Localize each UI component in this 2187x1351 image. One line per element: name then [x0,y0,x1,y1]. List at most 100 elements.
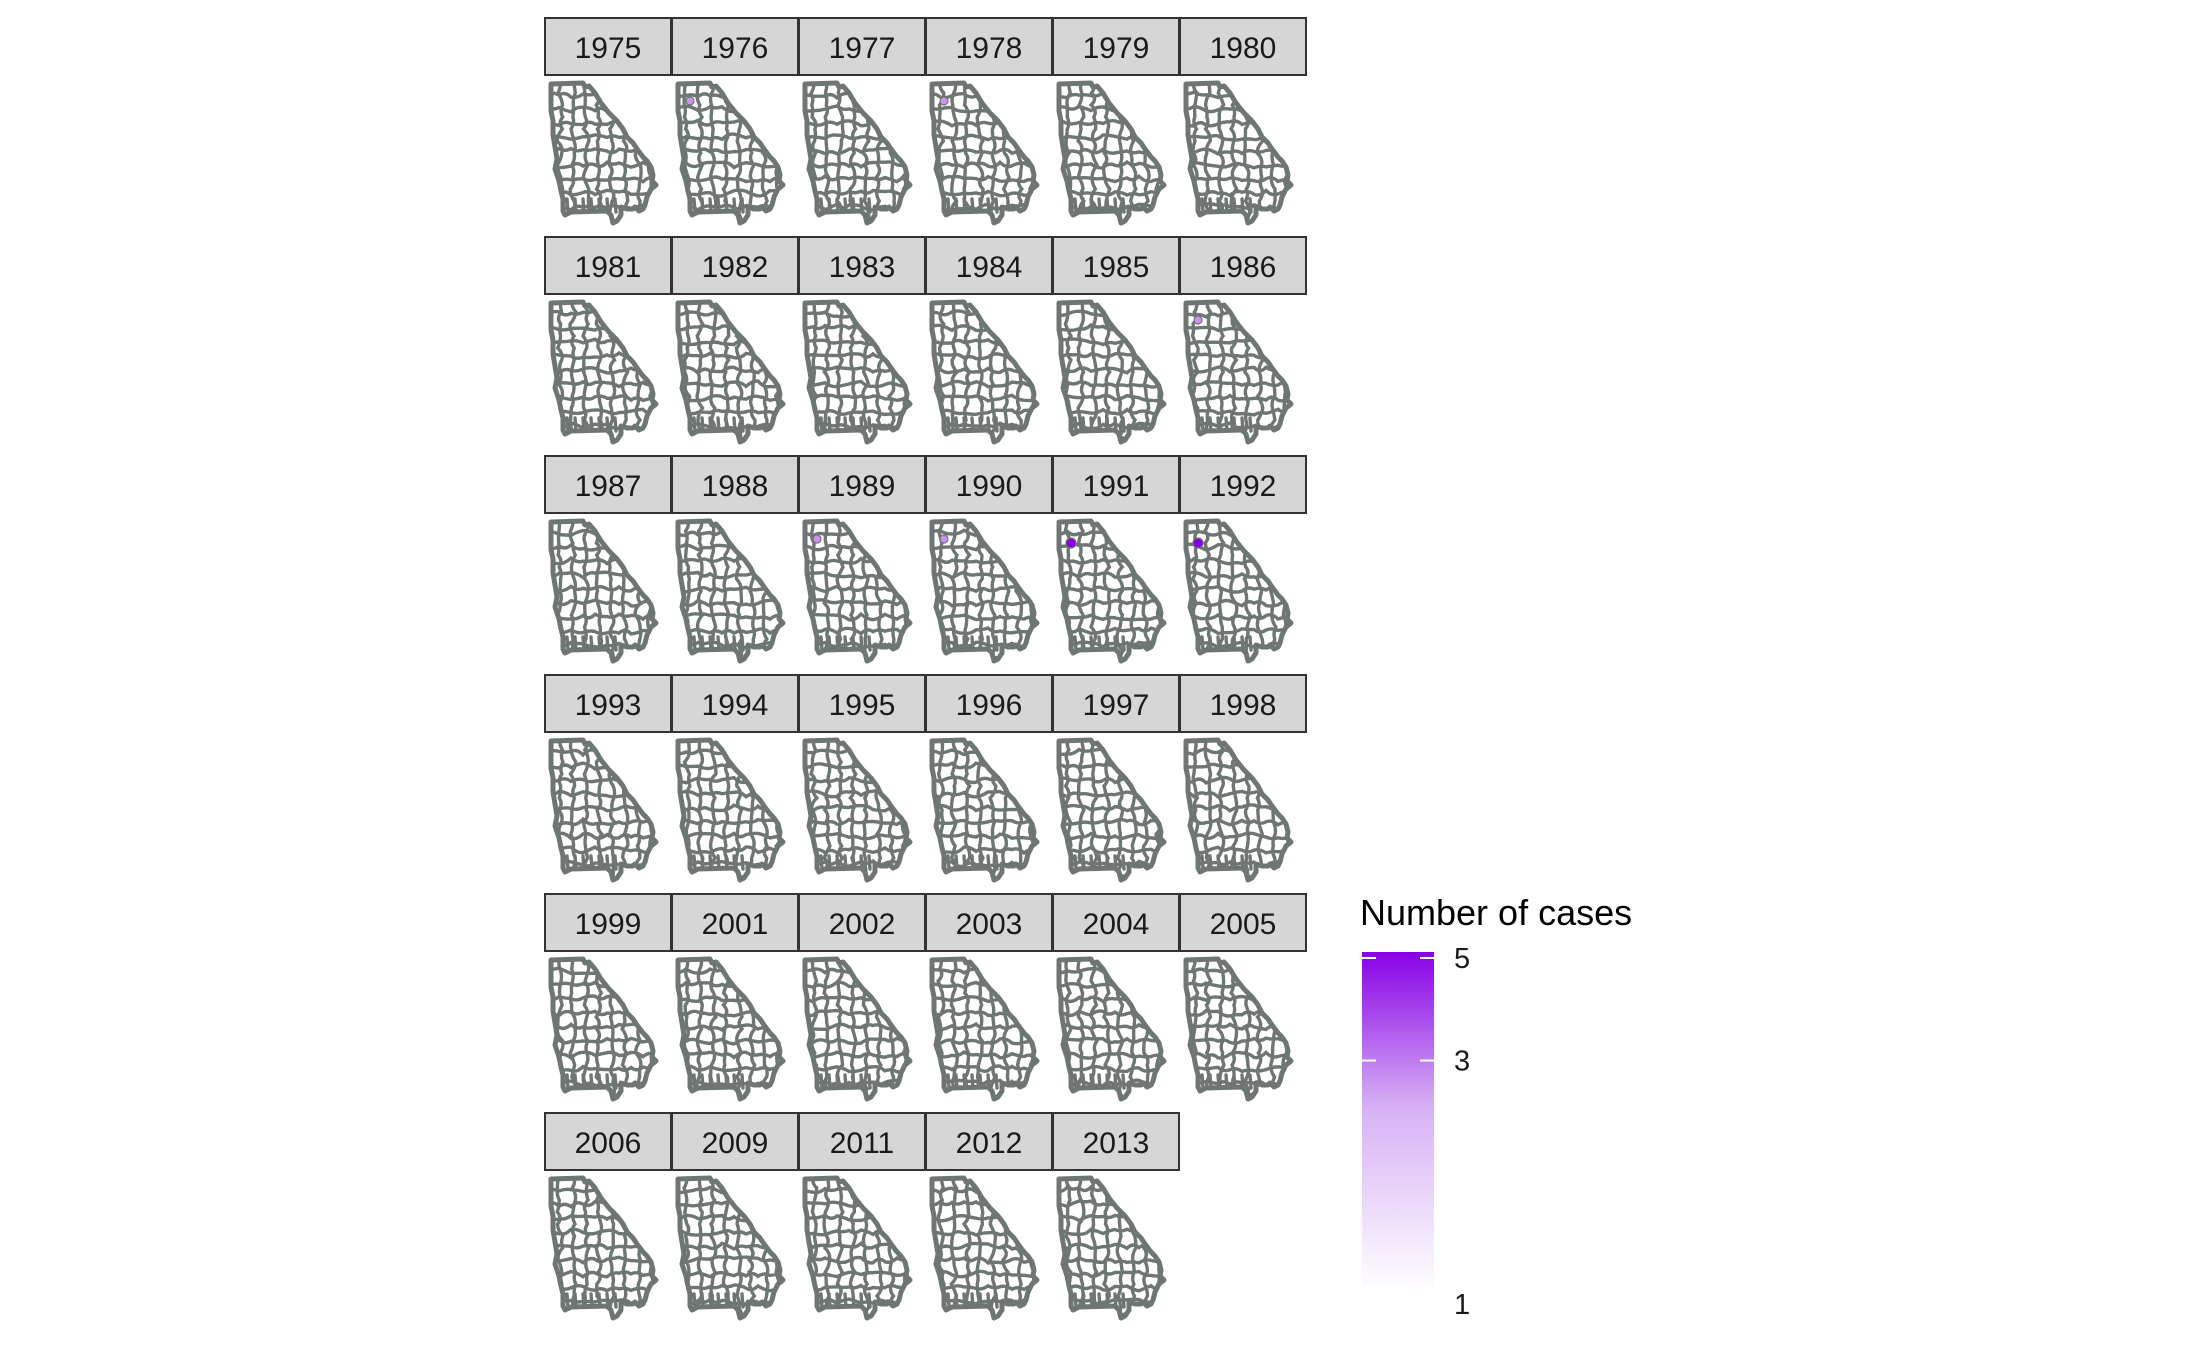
facet-strip [1179,893,1307,952]
georgia-map [675,1175,786,1321]
georgia-map [1056,299,1167,445]
facet-label: 1996 [956,689,1023,722]
facet-label: 1994 [702,689,769,722]
facet-panel: 2004 [1052,893,1180,1102]
facet-label: 1992 [1210,470,1277,503]
facet-panel: 2003 [925,893,1053,1102]
georgia-map [929,1175,1040,1321]
facet-strip [925,674,1053,733]
legend-tick-label: 3 [1454,1046,1470,1078]
facet-strip [925,1112,1053,1171]
facet-panel: 1982 [671,236,799,445]
georgia-map [548,1175,659,1321]
georgia-map [802,956,913,1102]
georgia-map [1056,518,1167,664]
highlighted-county [1065,537,1077,549]
facet-panel: 2002 [798,893,926,1102]
georgia-map [929,956,1040,1102]
facet-panel: 2001 [671,893,799,1102]
facet-label: 2009 [702,1127,769,1160]
highlighted-county [939,534,949,544]
georgia-map [1056,80,1167,226]
facet-label: 1982 [702,251,769,284]
facet-strip [925,893,1053,952]
georgia-map [929,80,1040,226]
facet-strip [544,1112,672,1171]
facet-label: 2001 [702,908,769,941]
facet-panel: 1984 [925,236,1053,445]
georgia-map [802,299,913,445]
georgia-map [1183,737,1294,883]
facet-strip [544,17,672,76]
georgia-map [675,299,786,445]
legend-ticks: 5 3 1 [1362,943,1470,1321]
facet-strip [1179,674,1307,733]
facet-panel: 2009 [671,1112,799,1321]
facet-strip [798,893,926,952]
facet-panel: 2012 [925,1112,1053,1321]
facet-panel: 1989 [798,455,926,664]
georgia-map [1183,80,1294,226]
facet-label: 1975 [575,32,642,65]
facet-label: 1987 [575,470,642,503]
facet-panel: 1997 [1052,674,1180,883]
facet-panel: 1980 [1179,17,1307,226]
facet-strip [1052,455,1180,514]
facet-panel: 1981 [544,236,672,445]
facet-strip [544,893,672,952]
highlighted-county [1193,315,1203,325]
facet-panel: 1990 [925,455,1053,664]
facet-label: 1997 [1083,689,1150,722]
georgia-map [1183,956,1294,1102]
facet-panel: 1992 [1179,455,1307,664]
facet-panel: 1999 [544,893,672,1102]
facet-label: 2012 [956,1127,1023,1160]
facet-strip [1179,17,1307,76]
facet-label: 2011 [830,1127,895,1160]
facet-panel: 2013 [1052,1112,1180,1321]
facet-label: 1998 [1210,689,1277,722]
facet-panel: 1977 [798,17,926,226]
facet-label: 1981 [575,251,642,284]
facet-panel: 1987 [544,455,672,664]
georgia-map [675,80,786,226]
facet-label: 2003 [956,908,1023,941]
facet-panel: 1993 [544,674,672,883]
facet-strip [544,674,672,733]
facet-strip [1052,674,1180,733]
facet-label: 1976 [702,32,769,65]
legend-tick-label: 1 [1454,1289,1470,1321]
facet-panel: 1996 [925,674,1053,883]
legend-colorbar [1362,952,1434,1294]
facet-label: 1989 [829,470,896,503]
georgia-map [548,737,659,883]
facet-strip [544,236,672,295]
georgia-map [548,956,659,1102]
facet-strip [671,17,799,76]
facet-strip [544,455,672,514]
georgia-map [802,518,913,664]
facet-label: 1985 [1083,251,1150,284]
georgia-map [1183,518,1294,664]
facet-label: 1977 [829,32,896,65]
facet-panel: 2005 [1179,893,1307,1102]
facet-strip [671,455,799,514]
georgia-map [929,518,1040,664]
facet-strip [798,17,926,76]
facet-strip [1179,455,1307,514]
facet-panel: 1976 [671,17,799,226]
facet-label: 1988 [702,470,769,503]
facet-panel: 1998 [1179,674,1307,883]
facet-panels: 1975 1976 1977 1978 1979 1980 1981 1982 1983 1984… [544,17,1307,1321]
georgia-map [802,80,913,226]
georgia-map [548,518,659,664]
georgia-map [929,299,1040,445]
facet-label: 2013 [1083,1127,1150,1160]
legend-tick-label: 5 [1454,943,1470,975]
facet-strip [1052,893,1180,952]
facet-label: 1993 [575,689,642,722]
georgia-map [802,1175,913,1321]
facet-label: 1984 [956,251,1023,284]
facet-panel: 1979 [1052,17,1180,226]
